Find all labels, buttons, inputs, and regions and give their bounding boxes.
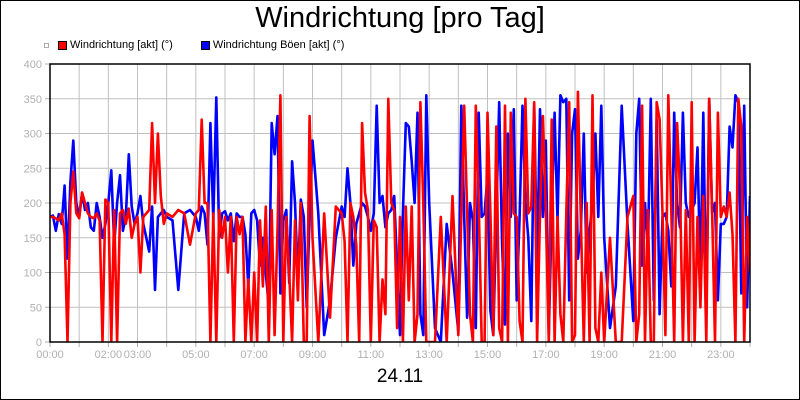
legend-toggle-icon[interactable] [44, 42, 49, 48]
x-axis-date-label: 24.11 [376, 366, 424, 387]
series-line-windrichtung [50, 90, 750, 342]
y-tick-label: 250 [24, 163, 42, 175]
x-tick-label: 13:00 [415, 349, 443, 361]
y-tick-label: 400 [24, 59, 42, 71]
y-tick-label: 350 [24, 94, 42, 106]
legend-item-windrichtung[interactable]: Windrichtung [akt] (°) [58, 39, 173, 51]
legend-label: Windrichtung Böen [akt] (°) [212, 39, 345, 51]
chart-title: Windrichtung [pro Tag] [255, 2, 545, 34]
x-tick-label: 00:00 [36, 349, 64, 361]
y-tick-label: 50 [30, 302, 42, 314]
x-tick-label: 21:00 [649, 349, 677, 361]
x-tick-label: 15:00 [474, 349, 502, 361]
legend-label: Windrichtung [akt] (°) [70, 39, 173, 51]
y-tick-label: 300 [24, 129, 42, 141]
x-tick-label: 23:00 [707, 349, 735, 361]
x-tick-label: 07:00 [240, 349, 268, 361]
blue-swatch-icon [200, 40, 210, 50]
y-tick-label: 0 [36, 337, 42, 349]
x-tick-label: 17:00 [532, 349, 560, 361]
y-tick-label: 150 [24, 233, 42, 245]
x-tick-label: 09:00 [299, 349, 327, 361]
legend: Windrichtung [akt] (°) Windrichtung Böen… [44, 38, 372, 52]
red-swatch-icon [58, 40, 67, 50]
legend-item-windrichtung-boeen[interactable]: Windrichtung Böen [akt] (°) [200, 39, 345, 51]
plot-border [49, 63, 751, 343]
x-tick-label: 02:00 [95, 349, 123, 361]
y-tick-label: 100 [24, 268, 42, 280]
x-tick-label: 05:00 [182, 349, 210, 361]
x-tick-label: 19:00 [590, 349, 618, 361]
y-tick-label: 200 [24, 198, 42, 210]
x-tick-label: 11:00 [357, 349, 384, 361]
x-tick-label: 03:00 [124, 349, 152, 361]
